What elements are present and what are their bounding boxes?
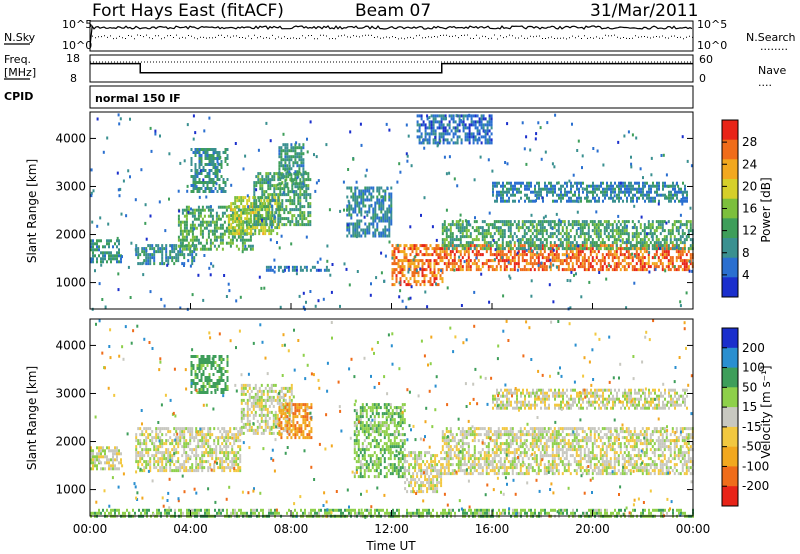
velocity-y-ticks: 1000 2000 3000 4000 <box>55 338 693 497</box>
colorbar-segment <box>722 159 738 180</box>
power-colorbar: 4 8 12 16 20 24 28 <box>721 119 757 298</box>
nave-right-tick-low: 0 <box>699 72 706 85</box>
y-tick-label: 2000 <box>55 435 86 449</box>
velocity-y-axis-label: Slant Range [km] <box>25 366 39 470</box>
power-y-axis-label: Slant Range [km] <box>25 159 39 263</box>
freq-label-line1: Freq. <box>4 53 31 66</box>
frequency-trace <box>90 61 693 74</box>
freq-left-tick-low: 8 <box>70 72 77 85</box>
colorbar-segment <box>722 407 738 428</box>
velocity-colorbar-label: Velocity [m s⁻¹] <box>759 365 773 458</box>
colorbar-segment <box>722 486 738 507</box>
date-label: 31/Mar/2011 <box>590 1 698 21</box>
cpid-label: CPID <box>4 90 33 103</box>
noise-right-legend: ........ <box>760 40 788 53</box>
colorbar-segment <box>722 120 738 141</box>
noise-right-tick-low: 10^0 <box>697 39 727 52</box>
noise-left-tick-high: 10^5 <box>62 18 92 31</box>
colorbar-tick-label: 15 <box>742 400 757 414</box>
cpid-value: normal 150 IF <box>95 92 181 105</box>
frequency-step-line <box>90 62 693 74</box>
colorbar-tick-label: 28 <box>742 135 757 149</box>
colorbar-tick-label: 24 <box>742 157 757 171</box>
noise-panel-frame <box>89 20 694 52</box>
search-noise-dots <box>92 34 693 40</box>
x-tick-label: 00:00 <box>676 522 711 536</box>
station-title: Fort Hays East (fitACF) <box>92 1 284 21</box>
colorbar-segment <box>722 387 738 408</box>
beam-label: Beam 07 <box>355 1 431 21</box>
sky-noise-line <box>89 24 693 47</box>
colorbar-tick-label: -50 <box>742 440 762 454</box>
noise-right-label: N.Search <box>746 31 796 44</box>
cpid-panel-frame <box>89 85 694 109</box>
noise-right-tick-high: 10^5 <box>697 18 727 31</box>
power-y-ticks: 1000 2000 3000 4000 <box>55 131 693 290</box>
frequency-panel: Freq. [MHz] 18 8 60 0 Nave .... <box>4 52 786 89</box>
colorbar-tick-label: 8 <box>742 246 750 260</box>
colorbar-tick-label: 12 <box>742 224 757 238</box>
x-tick-label: 08:00 <box>274 522 309 536</box>
colorbar-tick-label: -15 <box>742 420 762 434</box>
freq-label-line2: [MHz] <box>4 66 36 79</box>
nave-label: Nave <box>758 64 786 77</box>
noise-panel: N.Sky 10^5 10^0 10^5 10^0 N.Search .....… <box>4 18 796 53</box>
colorbar-segment <box>722 257 738 278</box>
x-axis-label: Time UT <box>365 539 416 553</box>
velocity-colorbar: 200 100 50 15 -15 -50 -100 -200 <box>721 327 769 507</box>
time-x-ticks: 00:00 04:00 08:00 12:00 16:00 20:00 00:00 <box>73 303 711 536</box>
colorbar-tick-label: 4 <box>742 268 750 282</box>
x-tick-label: 12:00 <box>374 522 409 536</box>
velocity-echoes <box>90 319 694 519</box>
freq-left-tick-high: 18 <box>66 52 80 65</box>
power-echoes <box>90 113 694 311</box>
colorbar-segment <box>722 238 738 259</box>
colorbar-segment <box>722 367 738 388</box>
y-tick-label: 3000 <box>55 179 86 193</box>
colorbar-segment <box>722 179 738 200</box>
power-colorbar-label: Power [dB] <box>759 177 773 242</box>
noise-left-label: N.Sky <box>4 31 36 44</box>
y-tick-label: 2000 <box>55 228 86 242</box>
colorbar-segment <box>722 426 738 448</box>
colorbar-frame <box>721 327 739 507</box>
noise-left-tick-low: 10^0 <box>62 39 92 52</box>
y-tick-label: 1000 <box>55 483 86 497</box>
colorbar-segment <box>722 347 738 369</box>
x-tick-label: 20:00 <box>575 522 610 536</box>
y-tick-label: 4000 <box>55 338 86 352</box>
colorbar-tick-label: 16 <box>742 202 757 216</box>
colorbar-tick-label: 50 <box>742 380 757 394</box>
colorbar-tick-label: -200 <box>742 479 769 493</box>
colorbar-segment <box>722 466 738 487</box>
colorbar-segment <box>722 277 738 298</box>
x-tick-label: 04:00 <box>173 522 208 536</box>
frequency-panel-frame <box>89 54 694 83</box>
y-tick-label: 4000 <box>55 131 86 145</box>
colorbar-tick-label: 200 <box>742 341 765 355</box>
colorbar-segment <box>722 328 738 349</box>
colorbar-tick-label: 20 <box>742 179 757 193</box>
colorbar-segment <box>722 446 738 467</box>
colorbar-tick-label: -100 <box>742 459 769 473</box>
x-tick-label: 16:00 <box>475 522 510 536</box>
noise-traces <box>89 24 693 47</box>
nave-legend: .... <box>758 76 772 89</box>
y-tick-label: 3000 <box>55 386 86 400</box>
power-panel: 1000 2000 3000 4000 Slant Range [km] <box>25 111 694 311</box>
colorbar-segment <box>722 198 738 219</box>
colorbar-tick-label: 100 <box>742 361 765 375</box>
nave-right-tick-high: 60 <box>699 53 713 66</box>
colorbar-segment <box>722 218 738 239</box>
x-tick-label: 00:00 <box>73 522 108 536</box>
y-tick-label: 1000 <box>55 276 86 290</box>
colorbar-segment <box>722 139 738 160</box>
